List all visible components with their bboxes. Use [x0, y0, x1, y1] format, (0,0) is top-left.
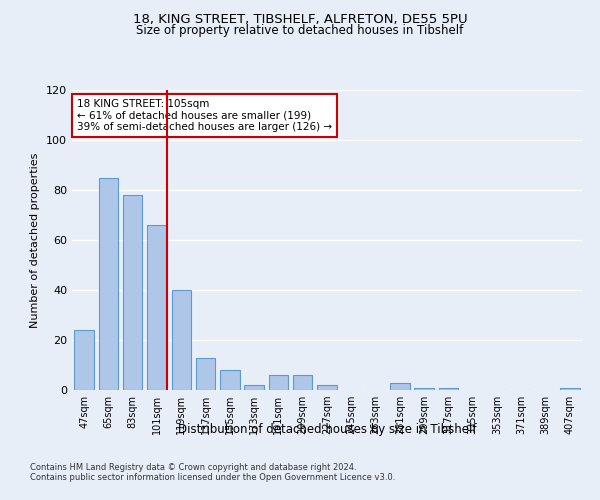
Bar: [415, 388, 434, 390]
Bar: [439, 388, 458, 390]
Text: 18, KING STREET, TIBSHELF, ALFRETON, DE55 5PU: 18, KING STREET, TIBSHELF, ALFRETON, DE5…: [133, 12, 467, 26]
Text: 18 KING STREET: 105sqm
← 61% of detached houses are smaller (199)
39% of semi-de: 18 KING STREET: 105sqm ← 61% of detached…: [77, 99, 332, 132]
Bar: [220, 370, 239, 390]
Bar: [123, 195, 142, 390]
Text: Size of property relative to detached houses in Tibshelf: Size of property relative to detached ho…: [136, 24, 464, 37]
Bar: [317, 385, 337, 390]
Y-axis label: Number of detached properties: Number of detached properties: [31, 152, 40, 328]
Text: Distribution of detached houses by size in Tibshelf: Distribution of detached houses by size …: [178, 422, 476, 436]
Bar: [390, 382, 410, 390]
Text: Contains HM Land Registry data © Crown copyright and database right 2024.: Contains HM Land Registry data © Crown c…: [30, 462, 356, 471]
Text: Contains public sector information licensed under the Open Government Licence v3: Contains public sector information licen…: [30, 472, 395, 482]
Bar: [74, 330, 94, 390]
Bar: [244, 385, 264, 390]
Bar: [560, 388, 580, 390]
Bar: [269, 375, 288, 390]
Bar: [99, 178, 118, 390]
Bar: [293, 375, 313, 390]
Bar: [147, 225, 167, 390]
Bar: [172, 290, 191, 390]
Bar: [196, 358, 215, 390]
